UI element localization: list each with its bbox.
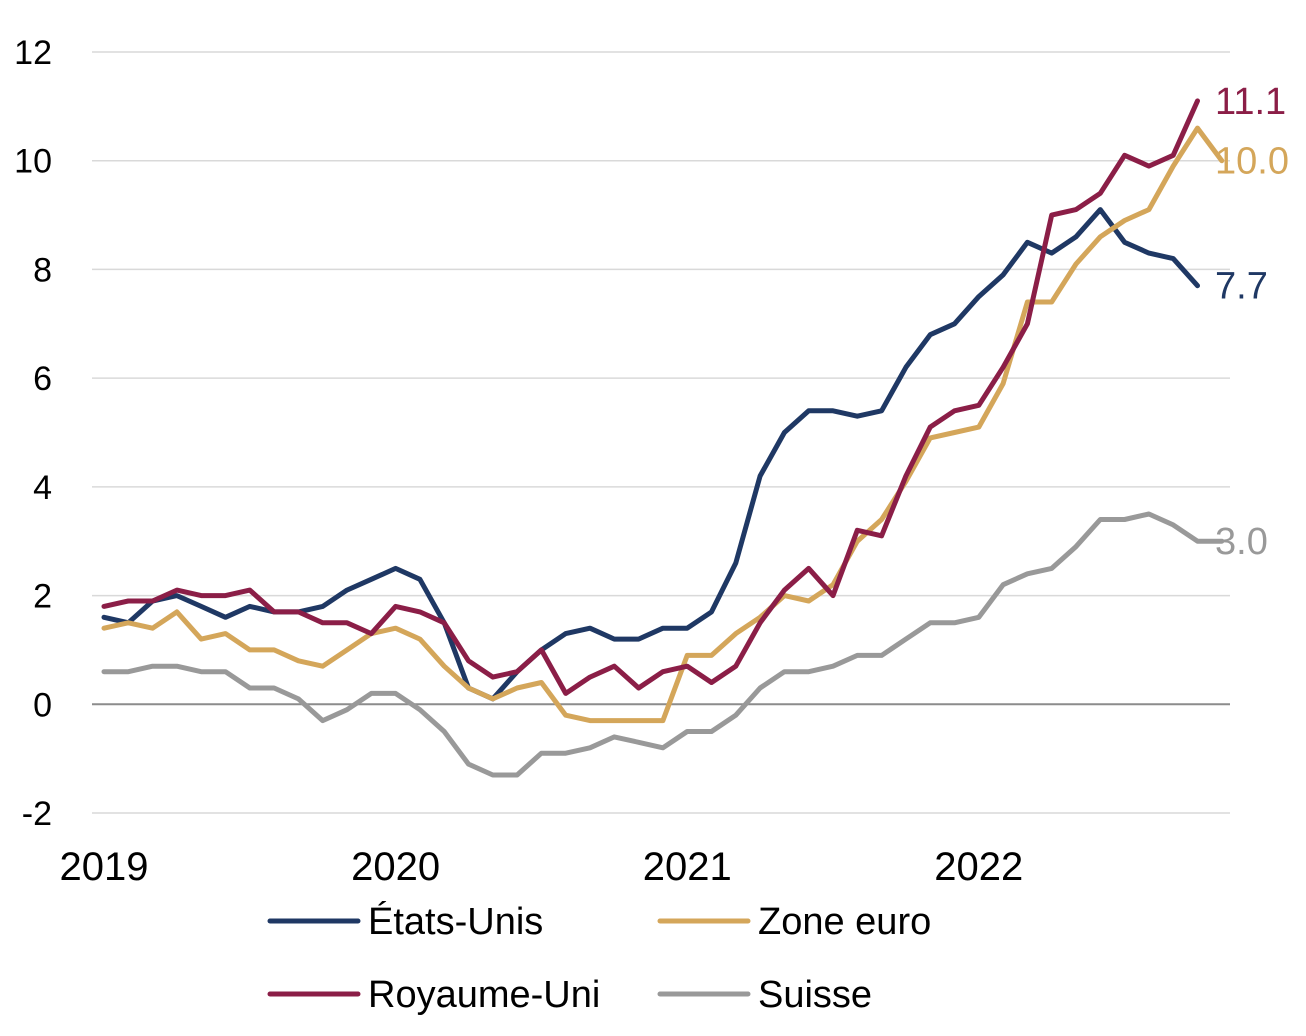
- x-tick-label: 2020: [351, 845, 440, 889]
- y-tick-label: 0: [33, 686, 52, 724]
- series-lines: [101, 98, 1225, 778]
- end-labels: 7.7 10.0 11.1 3.0: [1215, 81, 1289, 563]
- x-axis-ticks: 2019 2020 2021 2022: [60, 845, 1024, 889]
- legend-label: Royaume-Uni: [368, 974, 600, 1016]
- y-tick-label: 10: [14, 143, 52, 181]
- series-end-label: 7.7: [1215, 266, 1268, 308]
- legend-label: Zone euro: [758, 901, 931, 943]
- series-line: [101, 511, 1225, 778]
- y-tick-label: -2: [22, 795, 52, 833]
- y-tick-label: 6: [33, 360, 52, 398]
- y-tick-label: 2: [33, 578, 52, 616]
- x-tick-label: 2021: [643, 845, 732, 889]
- series-end-label: 3.0: [1215, 521, 1268, 563]
- x-tick-label: 2019: [60, 845, 149, 889]
- legend-label: Suisse: [758, 974, 872, 1016]
- legend: États-Unis Zone euro Royaume-Uni Suisse: [267, 900, 931, 1016]
- y-axis-ticks: -2 0 2 4 6 8 10 12: [14, 34, 52, 833]
- legend-label: États-Unis: [368, 900, 543, 943]
- y-tick-label: 8: [33, 251, 52, 289]
- y-tick-label: 12: [14, 34, 52, 72]
- series-line: [101, 125, 1225, 724]
- gridlines: [92, 51, 1230, 814]
- y-tick-label: 4: [33, 469, 52, 507]
- series-line: [101, 98, 1200, 696]
- series-end-label: 11.1: [1215, 81, 1286, 123]
- series-line: [101, 207, 1200, 702]
- series-end-label: 10.0: [1215, 141, 1289, 183]
- x-tick-label: 2022: [934, 845, 1023, 889]
